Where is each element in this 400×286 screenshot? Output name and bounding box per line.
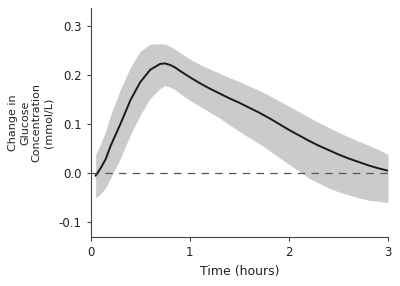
X-axis label: Time (hours): Time (hours) [200,265,279,278]
Y-axis label: Change in
Glucose
Concentration
(mmol/L): Change in Glucose Concentration (mmol/L) [8,83,53,162]
